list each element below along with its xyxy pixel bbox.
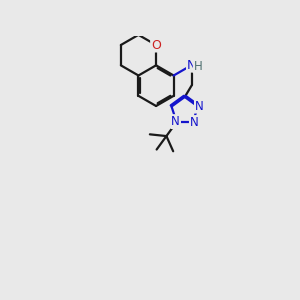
Text: O: O xyxy=(151,38,161,52)
Text: N: N xyxy=(195,100,204,112)
Text: H: H xyxy=(194,59,203,73)
Text: N: N xyxy=(187,58,196,72)
Text: N: N xyxy=(190,116,199,129)
Text: N: N xyxy=(171,115,180,128)
